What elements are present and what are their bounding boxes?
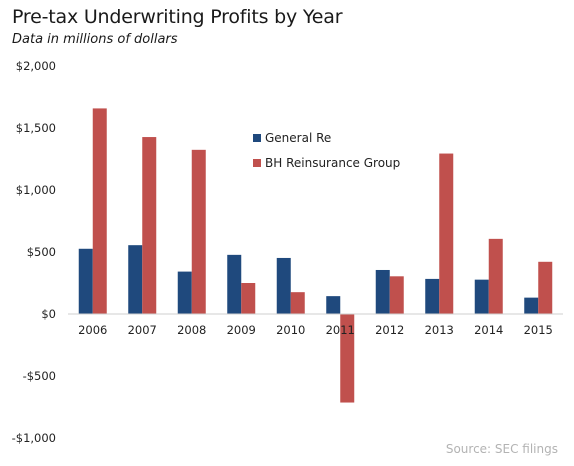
bar-general-re-2011 (326, 296, 341, 314)
bar-bh-reinsurance-2014 (488, 238, 503, 314)
source-note: Source: SEC filings (445, 442, 558, 456)
x-tick-label: 2013 (425, 323, 454, 337)
x-tick-label: 2009 (227, 323, 256, 337)
bar-general-re-2013 (425, 278, 440, 314)
x-tick-label: 2012 (375, 323, 404, 337)
x-tick-label: 2015 (524, 323, 553, 337)
bar-bh-reinsurance-2011 (340, 314, 355, 403)
y-tick-label: $1,500 (16, 121, 56, 135)
bar-bh-reinsurance-2008 (191, 149, 206, 314)
bar-general-re-2006 (78, 248, 93, 314)
x-tick-label: 2007 (128, 323, 157, 337)
bar-general-re-2014 (474, 279, 489, 314)
x-tick-label: 2011 (326, 323, 355, 337)
y-tick-label: -$1,000 (12, 431, 56, 445)
bar-bh-reinsurance-2009 (241, 283, 256, 314)
bar-bh-reinsurance-2013 (439, 153, 454, 314)
legend-label: General Re (265, 131, 331, 145)
legend: General Re BH Reinsurance Group (253, 131, 400, 170)
bar-bh-reinsurance-2010 (290, 292, 305, 314)
bar-bh-reinsurance-2015 (538, 261, 553, 314)
chart-title: Pre-tax Underwriting Profits by Year (12, 6, 343, 28)
x-tick-label: 2014 (474, 323, 503, 337)
bar-bh-reinsurance-2007 (142, 137, 157, 314)
bar-general-re-2009 (227, 254, 242, 314)
bars (78, 108, 553, 403)
bar-general-re-2010 (276, 257, 291, 314)
bar-bh-reinsurance-2012 (389, 276, 404, 314)
bar-general-re-2008 (177, 271, 192, 314)
x-tick-label: 2010 (276, 323, 305, 337)
y-axis-labels: $2,000 $1,500 $1,000 $500 $0 -$500 -$1,000 (12, 59, 56, 445)
y-tick-label: $500 (27, 245, 56, 259)
legend-label: BH Reinsurance Group (265, 156, 400, 170)
bar-general-re-2012 (375, 269, 390, 314)
x-tick-label: 2006 (78, 323, 107, 337)
bar-general-re-2007 (128, 245, 143, 314)
chart-subtitle: Data in millions of dollars (12, 32, 178, 47)
legend-swatch (253, 134, 261, 142)
bar-general-re-2015 (524, 297, 539, 314)
y-tick-label: $2,000 (16, 59, 56, 73)
x-tick-label: 2008 (177, 323, 206, 337)
x-axis-labels: 2006 2007 2008 2009 2010 2011 2012 2013 2014 2015 (78, 323, 553, 337)
y-tick-label: -$500 (23, 369, 56, 383)
bar-bh-reinsurance-2006 (92, 108, 107, 315)
y-tick-label: $1,000 (16, 183, 56, 197)
legend-swatch (253, 159, 261, 167)
y-tick-label: $0 (41, 307, 56, 321)
